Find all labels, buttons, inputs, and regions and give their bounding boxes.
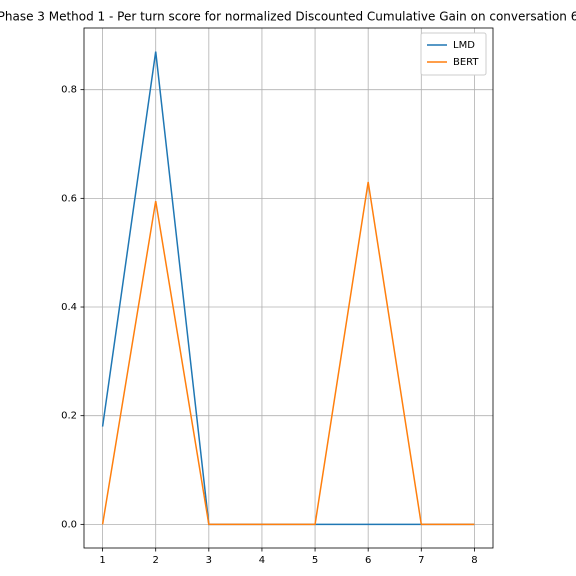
- x-tick-label: 6: [365, 555, 371, 566]
- legend-box: [420, 32, 487, 76]
- y-tick-label: 0.0: [61, 519, 77, 530]
- line-series: [101, 181, 475, 526]
- y-tick-label: 0.2: [61, 411, 77, 422]
- legend: LMD BERT: [420, 32, 487, 76]
- x-tick-label: 3: [206, 555, 212, 566]
- plot-frame: [83, 27, 494, 549]
- x-tick-label: 1: [99, 555, 105, 566]
- x-tick-label: 7: [418, 555, 424, 566]
- x-tick-label: 8: [471, 555, 477, 566]
- legend-label: BERT: [453, 57, 479, 68]
- x-tick-label: 2: [153, 555, 159, 566]
- x-tick-label: 4: [259, 555, 265, 566]
- y-tick-label: 0.8: [61, 85, 77, 96]
- y-tick-label: 0.4: [61, 302, 77, 313]
- line-series: [101, 51, 475, 526]
- legend-label: LMD: [453, 40, 475, 51]
- y-tick-label: 0.6: [61, 193, 77, 204]
- chart-title: Phase 3 Method 1 - Per turn score for no…: [0, 10, 576, 24]
- x-tick-label: 5: [312, 555, 318, 566]
